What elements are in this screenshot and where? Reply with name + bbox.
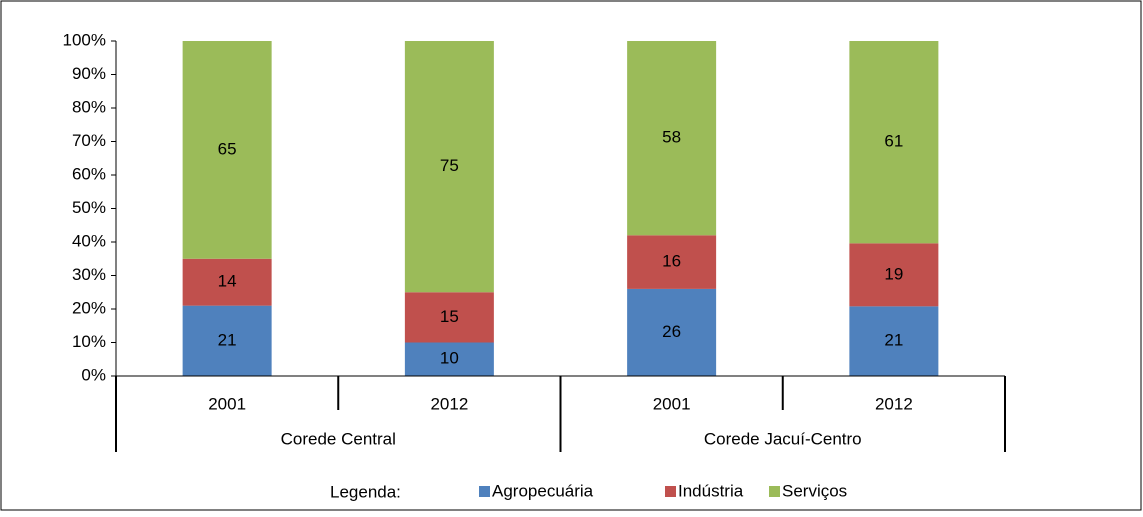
legend-label: Serviços — [782, 481, 847, 500]
data-label: 10 — [440, 349, 459, 368]
x-tick-label: 2012 — [430, 394, 468, 413]
group-label: Corede Jacuí-Centro — [704, 429, 862, 448]
bar-segment — [627, 41, 717, 236]
bar-segment — [627, 288, 717, 376]
data-label: 26 — [662, 322, 681, 341]
legend-title: Legenda: — [330, 482, 401, 501]
data-label: 14 — [218, 272, 237, 291]
group-label: Corede Central — [281, 429, 396, 448]
bar-segment — [849, 306, 939, 376]
legend-label: Agropecuária — [492, 481, 594, 500]
y-tick-label: 10% — [72, 332, 106, 351]
bar-segment — [849, 41, 939, 244]
legend-swatch — [769, 486, 780, 497]
data-label: 61 — [884, 132, 903, 151]
y-tick-label: 20% — [72, 298, 106, 317]
y-tick-label: 100% — [63, 30, 106, 49]
data-label: 19 — [884, 264, 903, 283]
legend-label: Indústria — [678, 481, 744, 500]
bar-segment — [182, 41, 272, 259]
bar-segment — [182, 258, 272, 306]
y-tick-label: 80% — [72, 97, 106, 116]
data-label: 15 — [440, 307, 459, 326]
data-label: 65 — [218, 139, 237, 158]
bar-segment — [404, 41, 494, 293]
y-tick-label: 30% — [72, 265, 106, 284]
data-label: 75 — [440, 156, 459, 175]
x-tick-label: 2012 — [875, 394, 913, 413]
data-label: 16 — [662, 252, 681, 271]
bar-segment — [849, 243, 939, 307]
data-label: 58 — [662, 128, 681, 147]
data-label: 21 — [218, 330, 237, 349]
x-tick-label: 2001 — [653, 394, 691, 413]
y-tick-label: 70% — [72, 131, 106, 150]
y-tick-label: 0% — [81, 365, 106, 384]
y-tick-label: 50% — [72, 198, 106, 217]
bar-segment — [182, 305, 272, 376]
data-label: 21 — [884, 331, 903, 350]
x-tick-label: 2001 — [208, 394, 246, 413]
y-tick-label: 90% — [72, 64, 106, 83]
bar-segment — [404, 342, 494, 376]
y-tick-label: 40% — [72, 231, 106, 250]
y-tick-label: 60% — [72, 164, 106, 183]
legend-swatch — [479, 486, 490, 497]
bar-segment — [404, 292, 494, 343]
legend-swatch — [665, 486, 676, 497]
bar-segment — [627, 235, 717, 289]
